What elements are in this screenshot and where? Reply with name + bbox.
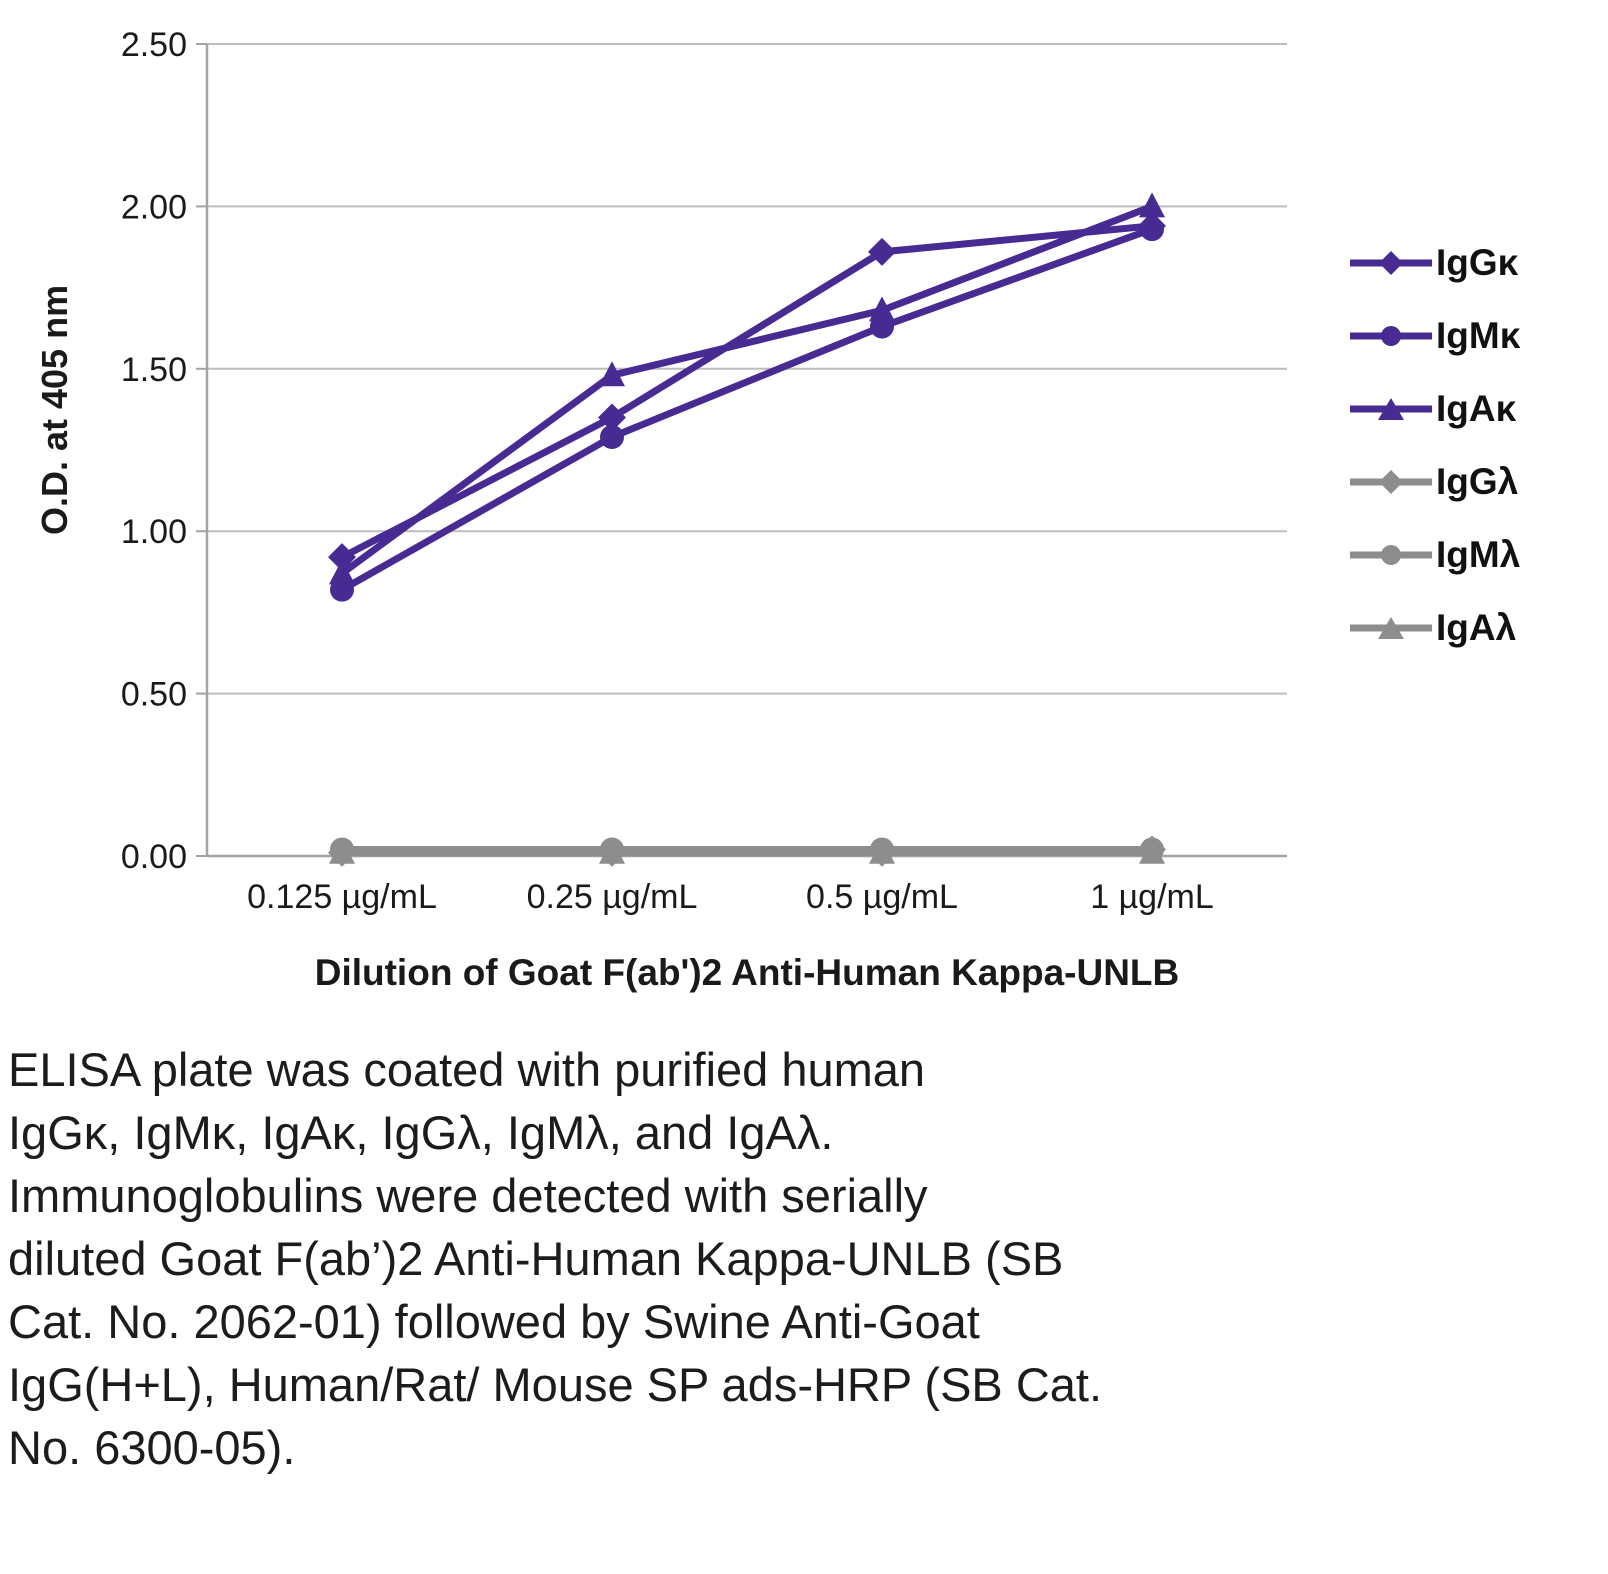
y-tick-label: 2.50 [121, 26, 187, 64]
y-tick-label: 0.50 [121, 676, 187, 714]
legend-item-IgAκ: IgAκ [1348, 372, 1520, 445]
legend-marker-diamond-icon [1350, 469, 1432, 494]
legend-marker-triangle-icon [1350, 397, 1432, 420]
y-tick-label: 1.00 [121, 513, 187, 551]
legend-item-IgGκ: IgGκ [1348, 226, 1520, 299]
legend-item-IgMλ: IgMλ [1348, 518, 1520, 591]
x-tick-label: 0.125 µg/mL [247, 878, 437, 916]
series-point-IgMκ [600, 425, 624, 450]
legend-marker-circle-icon [1350, 544, 1432, 565]
legend-label: IgAλ [1436, 606, 1517, 648]
series-line-IgGκ [338, 222, 1156, 561]
series-point-IgAλ [329, 838, 355, 864]
figure-caption: ELISA plate was coated with purified hum… [8, 1043, 1103, 1474]
legend-label: IgAκ [1436, 387, 1517, 429]
legend-label: IgGκ [1436, 241, 1519, 283]
legend-marker-circle-icon [1350, 325, 1432, 346]
y-tick-label: 0.00 [121, 838, 187, 876]
legend-item-IgMκ: IgMκ [1348, 299, 1520, 372]
legend-label: IgGλ [1436, 460, 1519, 502]
series-point-IgAκ [329, 559, 355, 585]
series-point-IgAκ [599, 361, 625, 387]
legend-label: IgMλ [1436, 533, 1521, 575]
elisa-line-chart: 0.00 0.50 1.00 1.50 2.00 2.50 0.125 µg/mL 0.25 … [121, 26, 1287, 916]
legend-marker-diamond-icon [1350, 250, 1432, 275]
series-point-IgAκ [869, 296, 895, 322]
series-point-IgMκ [1140, 217, 1164, 242]
x-tick-label: 1 µg/mL [1090, 878, 1214, 916]
chart-legend: IgGκ IgMκ IgAκ IgGλ IgMλ IgAλ [1348, 226, 1520, 664]
series-point-IgAλ [1139, 838, 1165, 864]
series-point-IgAλ [599, 838, 625, 864]
y-tick-label: 1.50 [121, 351, 187, 389]
series-point-IgGκ [868, 237, 896, 266]
series-line-IgMκ [338, 225, 1156, 594]
series-point-IgAκ [1139, 192, 1165, 218]
x-tick-label: 0.25 µg/mL [527, 878, 698, 916]
x-tick-label: 0.5 µg/mL [806, 878, 958, 916]
legend-item-IgAλ: IgAλ [1348, 591, 1520, 664]
series-point-IgGκ [598, 403, 626, 432]
legend-label: IgMκ [1436, 314, 1521, 356]
series-point-IgAλ [869, 838, 895, 864]
y-tick-label: 2.00 [121, 188, 187, 226]
legend-marker-triangle-icon [1350, 616, 1432, 639]
series-line-IgAκ [338, 202, 1156, 577]
legend-item-IgGλ: IgGλ [1348, 445, 1520, 518]
x-axis-title: Dilution of Goat F(ab')2 Anti-Human Kapp… [314, 952, 1180, 993]
